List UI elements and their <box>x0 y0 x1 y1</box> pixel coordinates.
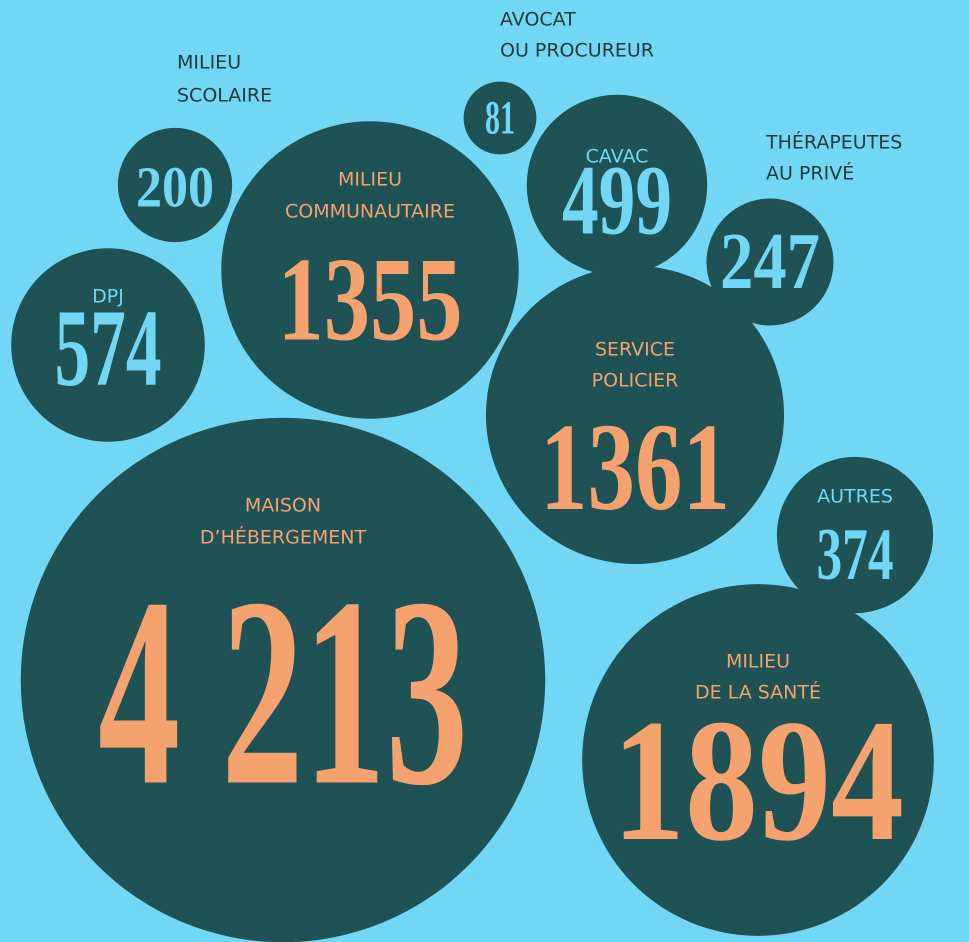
value-label: 81 <box>485 92 515 145</box>
value-label: 4 213 <box>98 543 468 842</box>
value-label: 247 <box>720 218 820 306</box>
category-label: SERVICE <box>595 339 675 361</box>
category-label: MAISON <box>245 495 321 517</box>
bubble <box>582 584 934 936</box>
bubble <box>20 417 546 942</box>
category-label: AUTRES <box>817 486 893 508</box>
value-label: 574 <box>55 287 162 409</box>
category-label: D’HÉBERGEMENT <box>200 526 367 549</box>
category-label: MILIEU <box>177 52 241 74</box>
value-label: 374 <box>817 514 894 596</box>
category-label: MILIEU <box>726 651 790 673</box>
bubble <box>526 94 708 276</box>
bubble <box>776 456 934 614</box>
value-label: 200 <box>136 155 214 220</box>
bubble <box>485 265 785 565</box>
category-label: MILIEU <box>338 169 402 191</box>
bubble <box>221 121 519 419</box>
category-label: SCOLAIRE <box>177 85 272 107</box>
bubble <box>117 127 233 243</box>
category-label: COMMUNAUTAIRE <box>285 201 455 223</box>
category-label: OU PROCUREUR <box>500 40 654 62</box>
category-label: AU PRIVÉ <box>766 162 854 185</box>
category-label: POLICIER <box>592 370 679 392</box>
category-label: AVOCAT <box>500 9 576 31</box>
bubble <box>463 81 537 155</box>
bubble <box>706 198 834 326</box>
category-label: DE LA SANTÉ <box>695 681 821 704</box>
bubble <box>11 248 205 442</box>
category-label: DPJ <box>92 286 124 308</box>
value-label: 499 <box>562 145 672 256</box>
value-label: 1355 <box>278 233 463 366</box>
category-label: THÉRAPEUTES <box>765 131 902 154</box>
category-label: CAVAC <box>586 146 649 168</box>
value-label: 1361 <box>540 399 730 537</box>
value-label: 1894 <box>612 683 904 877</box>
